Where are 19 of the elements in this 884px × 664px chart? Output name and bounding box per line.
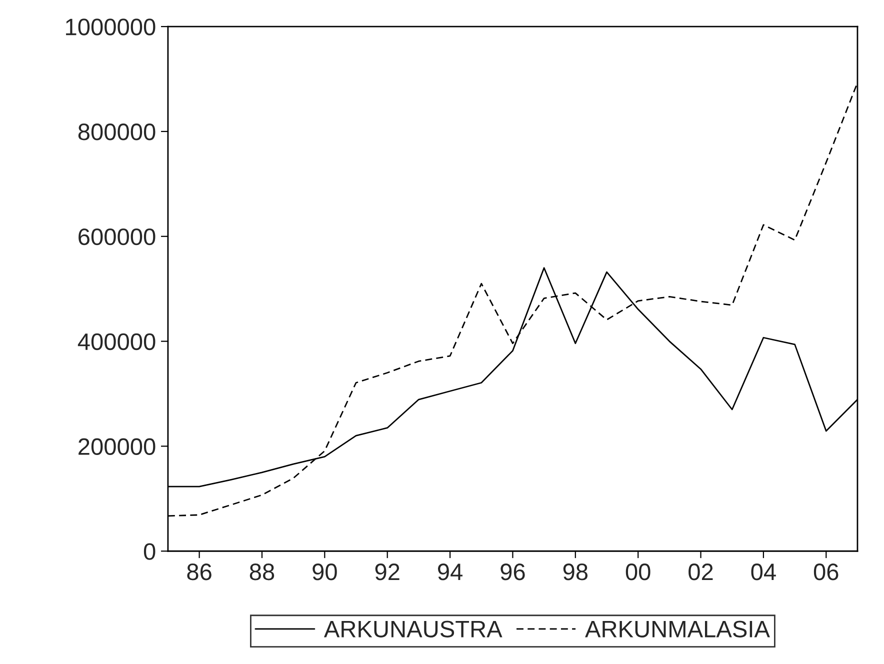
x-tick-label: 88 [250,564,274,580]
legend-label: ARKUNAUSTRA [324,620,502,638]
x-tick-label: 98 [563,564,588,580]
y-tick-label: 800000 [78,124,156,140]
y-tick-label: 1000000 [66,18,156,36]
y-tick-label: 600000 [78,228,156,246]
x-tick-label: 94 [438,564,462,580]
legend-label: ARKUNMALASIA [585,620,770,638]
x-tick-label: 86 [187,564,212,580]
y-tick-label: 0 [144,543,156,560]
x-tick-label: 90 [312,564,337,580]
x-tick-label: 96 [500,564,525,580]
y-tick-label: 400000 [78,333,156,350]
x-tick-label: 04 [751,564,776,580]
y-tick-label: 200000 [78,438,156,455]
x-tick-label: 00 [626,564,650,580]
x-tick-label: 02 [688,564,713,580]
x-tick-label: 92 [375,564,400,580]
x-tick-label: 06 [814,564,838,580]
